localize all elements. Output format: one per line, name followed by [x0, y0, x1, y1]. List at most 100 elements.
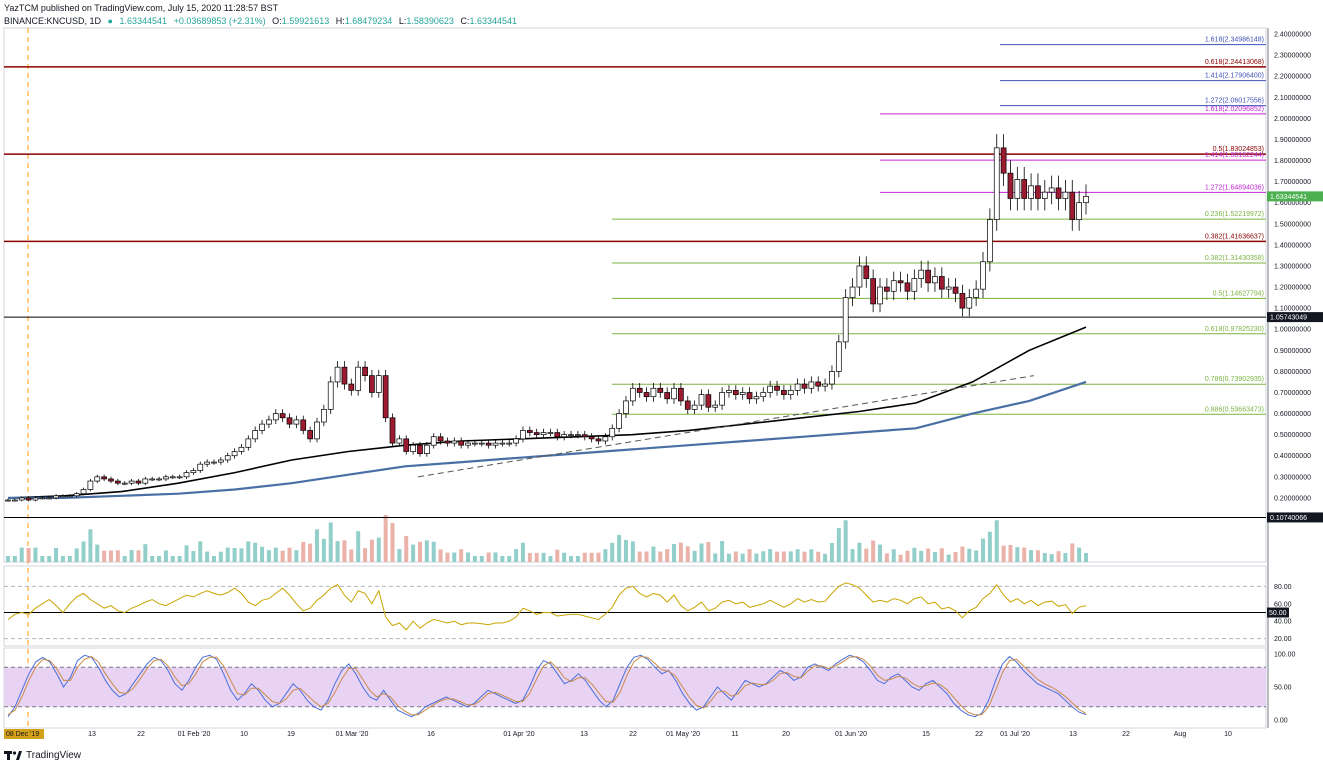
- price-pane-frame: [3, 27, 1267, 563]
- volume-bar: [685, 546, 690, 562]
- volume-bar: [829, 543, 834, 562]
- volume-bar: [102, 550, 107, 562]
- candle-down: [389, 417, 396, 444]
- volume-bar: [1042, 553, 1047, 562]
- candle-down: [341, 366, 348, 385]
- rsi-tick-label: 40.00: [1274, 619, 1292, 626]
- candle-up: [218, 459, 224, 463]
- tradingview-logo-icon: [4, 751, 22, 760]
- candle-up: [60, 495, 66, 498]
- volume-bar: [651, 546, 656, 562]
- volume-bar: [678, 542, 683, 562]
- volume-bar: [1001, 545, 1006, 562]
- candle-up: [616, 413, 622, 429]
- candle-up: [355, 366, 362, 391]
- candle-down: [108, 478, 114, 482]
- candle-up: [726, 390, 732, 393]
- volume-bar: [459, 549, 464, 562]
- candle-down: [732, 390, 739, 395]
- volume-bar: [349, 549, 354, 562]
- level-label: 0.786(0.73902935): [1205, 376, 1264, 383]
- volume-bar: [143, 544, 148, 562]
- low-label: L:: [398, 16, 407, 26]
- time-tick-label: 01 Jul '20: [1000, 731, 1030, 738]
- candle-up: [176, 476, 183, 479]
- candle-up: [128, 480, 135, 484]
- last-price-label: 1.63344541: [1270, 194, 1307, 201]
- volume-bar: [672, 544, 677, 562]
- candle-up: [973, 288, 979, 298]
- candle-up: [1028, 185, 1034, 199]
- volume-bar: [308, 543, 313, 562]
- volume-bar: [129, 550, 134, 562]
- candle-up: [423, 444, 430, 454]
- volume-bar: [232, 548, 237, 562]
- candle-up: [142, 478, 149, 484]
- price-tick-label: 2.20000000: [1274, 74, 1311, 81]
- candle-up: [12, 499, 18, 502]
- candle-up: [231, 451, 238, 457]
- volume-bar: [623, 540, 628, 562]
- level-label: 0.5(1.14627794): [1213, 290, 1264, 297]
- candle-down: [444, 440, 451, 444]
- volume-bar: [891, 549, 896, 562]
- candle-up: [842, 297, 849, 343]
- price-tick-label: 1.10000000: [1274, 306, 1311, 313]
- candle-up: [1062, 191, 1069, 199]
- low-value: 1.58390623: [406, 16, 454, 26]
- candle-up: [327, 381, 334, 410]
- time-tick-label: 01 May '20: [666, 731, 700, 738]
- candle-down: [746, 392, 753, 400]
- candle-up: [980, 261, 986, 290]
- volume-bar: [850, 549, 855, 562]
- candle-up: [492, 442, 499, 446]
- candle-down: [279, 413, 286, 419]
- volume-bar: [534, 552, 539, 562]
- level-label: 0.382(1.31430358): [1205, 255, 1264, 262]
- candle-up: [760, 392, 767, 398]
- volume-bar: [170, 556, 175, 562]
- candle-up: [849, 286, 856, 298]
- volume-bar: [47, 556, 52, 562]
- stoch-tick-label: 50.00: [1274, 685, 1292, 692]
- volume-bar: [191, 551, 196, 562]
- rsi-tick-label: 80.00: [1274, 584, 1292, 591]
- candle-up: [259, 423, 265, 431]
- candle-up: [5, 499, 11, 502]
- candle-up: [918, 269, 925, 279]
- volume-bar: [417, 541, 422, 562]
- level-axis-label: 0.10740066: [1270, 515, 1307, 522]
- volume-bar: [225, 547, 230, 562]
- candle-up: [835, 341, 842, 372]
- volume-bar: [19, 547, 24, 562]
- candle-up: [698, 394, 705, 406]
- stoch-d-line: [7, 656, 1087, 716]
- candle-down: [884, 286, 890, 292]
- candle-up: [266, 419, 272, 425]
- candle-up: [1014, 179, 1021, 199]
- level-axis-label: 1.05743049: [1270, 315, 1307, 322]
- candle-down: [959, 293, 966, 309]
- price-tick-label: 0.50000000: [1274, 432, 1311, 439]
- price-tick-label: 0.80000000: [1274, 369, 1311, 376]
- volume-bar: [1077, 547, 1082, 562]
- candle-down: [135, 480, 142, 484]
- volume-bar: [939, 548, 944, 562]
- volume-bar: [301, 541, 306, 562]
- volume-bar: [1029, 550, 1034, 562]
- volume-bar: [932, 552, 937, 562]
- candle-up: [753, 396, 760, 400]
- candle-up: [169, 476, 176, 479]
- time-tick-label: 11: [731, 731, 738, 738]
- rsi-line: [7, 582, 1087, 631]
- footer: TradingView: [4, 749, 81, 761]
- candle-up: [890, 280, 897, 292]
- stoch-tick-label: 0.00: [1274, 718, 1288, 725]
- volume-bar: [184, 545, 189, 562]
- volume-bar: [445, 552, 450, 562]
- volume-bar: [1063, 553, 1068, 562]
- volume-bar: [177, 556, 182, 562]
- candle-down: [437, 436, 444, 442]
- volume-bar: [246, 541, 251, 562]
